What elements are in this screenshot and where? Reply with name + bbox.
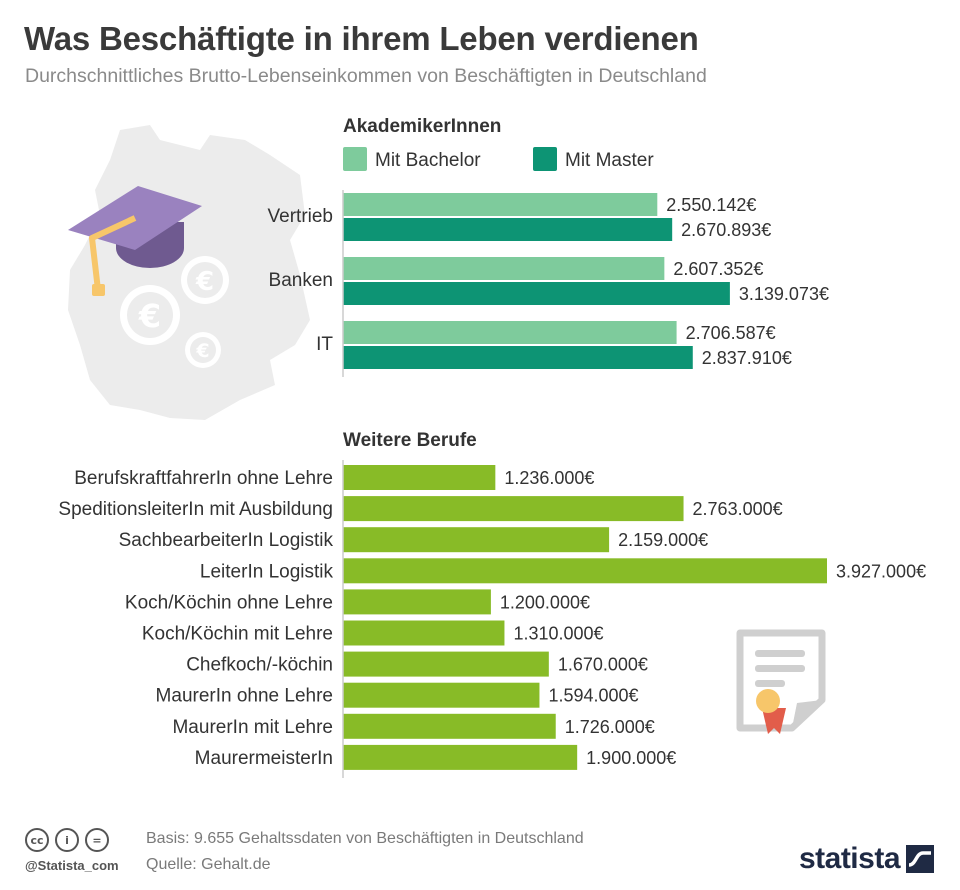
bar [343,589,491,615]
legend-swatch-master [533,147,557,171]
statista-handle[interactable]: @Statista_com [25,858,119,873]
category-label: LeiterIn Logistik [200,561,334,582]
value-label: 1.310.000€ [513,624,603,644]
bar [343,558,827,584]
bar-master [343,346,693,369]
attribution-icon[interactable]: i [55,828,79,852]
category-label: Koch/Köchin mit Lehre [142,624,333,645]
basis-note: Basis: 9.655 Gehaltssdaten von Beschäfti… [146,830,584,847]
value-label: 1.594.000€ [548,686,638,706]
value-label: 2.706.587€ [686,323,776,343]
value-label: 2.670.893€ [681,220,771,240]
value-label: 3.927.000€ [836,561,926,581]
bar [343,744,578,770]
category-label: MaurerIn ohne Lehre [156,686,333,707]
category-label: MaurerIn mit Lehre [172,717,333,738]
chart-canvas: € € € AkademikerInnen Mit Bachelor Mit M… [58,116,926,778]
section-title-akademiker: AkademikerInnen [343,116,501,137]
svg-text:€: € [195,267,214,297]
value-label: 3.139.073€ [739,284,829,304]
legend-label-master: Mit Master [565,150,654,171]
value-label: 2.550.142€ [666,195,756,215]
weitere-bars: BerufskraftfahrerIn ohne Lehre 1.236.000€… [58,465,926,770]
bar-master [343,282,730,305]
value-label: 2.159.000€ [618,530,708,550]
value-label: 1.670.000€ [558,655,648,675]
euro-icon: € [181,256,229,304]
bar [343,496,684,522]
no-derivatives-icon[interactable]: = [85,828,109,852]
bar-master [343,218,673,241]
chart-title: Was Beschäftigte in ihrem Leben verdiene… [24,20,699,57]
cc-icon[interactable]: cc [25,828,49,852]
statista-logo[interactable]: statista [799,842,934,876]
legend-swatch-bachelor [343,147,367,171]
svg-text:€: € [195,340,209,362]
source-note: Quelle: Gehalt.de [146,856,271,873]
legend-label-bachelor: Mit Bachelor [375,150,481,171]
logo-text: statista [798,842,901,875]
category-label: SachbearbeiterIn Logistik [119,530,334,551]
category-label: BerufskraftfahrerIn ohne Lehre [74,468,333,489]
graduation-cap-icon [68,186,202,296]
logo-mark-icon [906,845,934,873]
category-label: MaurermeisterIn [195,748,333,769]
bar-bachelor [343,193,658,216]
bar [343,465,496,490]
bar [343,651,549,677]
akademiker-bars: Vertrieb 2.550.142€ 2.670.893€ Banken 2.607.… [268,193,829,369]
euro-icon: € [185,332,221,368]
bar [343,527,610,553]
bar-bachelor [343,321,677,344]
category-label: SpeditionsleiterIn mit Ausbildung [58,499,333,520]
category-label: Koch/Köchin ohne Lehre [125,592,333,613]
certificate-icon [736,629,826,734]
value-label: 2.607.352€ [673,259,763,279]
value-label: 1.900.000€ [586,748,676,768]
bar [343,713,556,739]
value-label: 1.200.000€ [500,592,590,612]
footer: cc i = @Statista_com Basis: 9.655 Gehalt… [0,820,960,890]
bar [343,682,540,708]
category-label: Vertrieb [268,206,333,227]
chart-subtitle: Durchschnittliches Brutto-Lebenseinkomme… [25,65,707,87]
category-label: IT [316,334,333,355]
value-label: 1.236.000€ [504,468,594,488]
value-label: 1.726.000€ [565,717,655,737]
value-label: 2.837.910€ [702,348,792,368]
value-label: 2.763.000€ [693,499,783,519]
section-title-weitere: Weitere Berufe [343,430,477,451]
license-icons: cc i = [25,828,109,852]
svg-text:€: € [138,297,161,335]
legend: Mit Bachelor Mit Master [343,147,654,171]
category-label: Chefkoch/-köchin [186,655,333,676]
euro-icon: € [120,285,180,345]
bar [343,620,505,646]
bar-bachelor [343,257,665,280]
category-label: Banken [269,270,333,291]
